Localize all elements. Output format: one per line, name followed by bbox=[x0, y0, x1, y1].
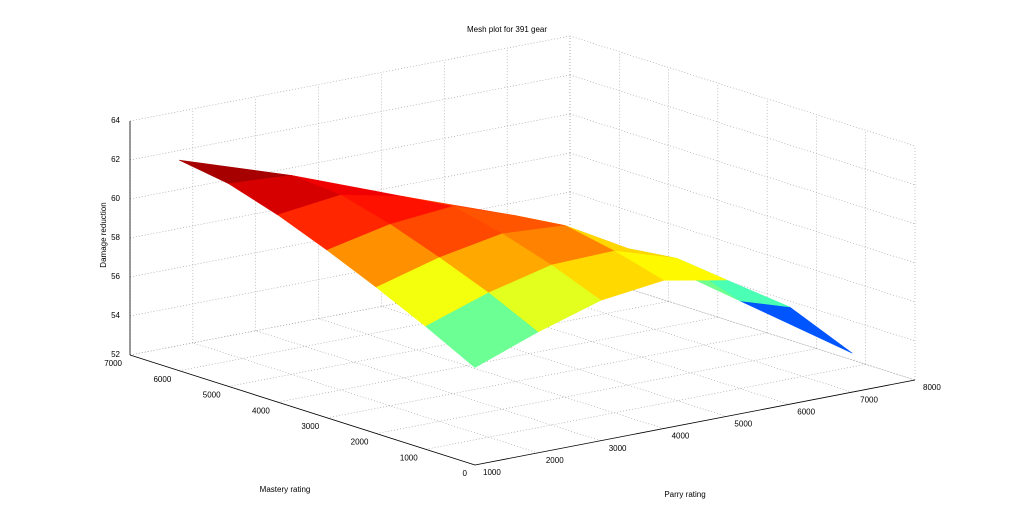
grid-line bbox=[327, 332, 768, 419]
y-tick-label: 3000 bbox=[301, 422, 319, 431]
grid-line bbox=[569, 152, 916, 264]
axis-line bbox=[129, 354, 476, 466]
y-tick-label: 7000 bbox=[104, 359, 122, 368]
z-tick-label: 54 bbox=[111, 311, 120, 320]
grid-line bbox=[129, 35, 571, 122]
y-tick-label: 1000 bbox=[400, 453, 418, 462]
y-tick-label: 2000 bbox=[351, 438, 369, 447]
x-tick-label: 4000 bbox=[672, 432, 690, 441]
y-tick-label: 0 bbox=[463, 469, 468, 478]
z-tick-label: 62 bbox=[111, 155, 120, 164]
grid-line bbox=[569, 74, 916, 186]
grid-line bbox=[381, 306, 727, 417]
x-tick-label: 3000 bbox=[609, 444, 627, 453]
axis-line bbox=[474, 379, 916, 466]
chart-title: Mesh plot for 391 gear bbox=[467, 25, 547, 34]
grid-line bbox=[569, 269, 916, 381]
grid-line bbox=[569, 113, 916, 225]
grid-line bbox=[255, 330, 601, 442]
z-tick-label: 58 bbox=[111, 233, 120, 242]
x-tick-label: 8000 bbox=[923, 383, 941, 392]
x-axis-label: Parry rating bbox=[664, 490, 705, 499]
mesh-face bbox=[739, 300, 853, 354]
x-tick-label: 1000 bbox=[483, 468, 501, 477]
z-tick-label: 64 bbox=[111, 116, 120, 125]
grid-line bbox=[129, 74, 571, 161]
grid-line bbox=[569, 35, 916, 147]
x-tick-label: 2000 bbox=[546, 456, 564, 465]
grid-line bbox=[192, 342, 538, 454]
x-tick-label: 5000 bbox=[734, 420, 752, 429]
y-axis-label: Mastery rating bbox=[260, 485, 311, 494]
y-tick-label: 5000 bbox=[203, 391, 221, 400]
grid-line bbox=[444, 293, 790, 405]
mesh-face bbox=[425, 292, 539, 368]
y-tick-label: 6000 bbox=[153, 375, 171, 384]
x-tick-label: 6000 bbox=[797, 407, 815, 416]
z-tick-label: 60 bbox=[111, 194, 120, 203]
x-tick-label: 7000 bbox=[860, 395, 878, 404]
grid-line bbox=[569, 191, 916, 303]
grid-line bbox=[507, 281, 853, 393]
z-axis-label: Damage reduction bbox=[99, 202, 108, 267]
z-tick-label: 52 bbox=[111, 350, 120, 359]
z-tick-label: 56 bbox=[111, 272, 120, 281]
grid-line bbox=[318, 318, 664, 429]
y-tick-label: 4000 bbox=[252, 406, 270, 415]
